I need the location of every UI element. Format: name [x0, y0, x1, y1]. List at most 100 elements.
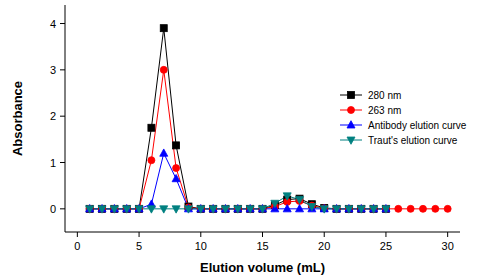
y-tick-label: 0 — [50, 203, 56, 215]
data-point — [259, 206, 267, 213]
data-point — [160, 66, 167, 73]
y-tick-label: 4 — [50, 18, 56, 30]
data-point — [382, 206, 390, 213]
legend-label: Traut's elution curve — [368, 135, 458, 146]
legend-marker — [348, 107, 355, 114]
data-point — [160, 25, 167, 32]
legend-marker — [347, 137, 355, 144]
x-tick-label: 20 — [318, 240, 330, 252]
data-point — [173, 142, 180, 149]
data-point — [197, 205, 204, 212]
data-point — [296, 197, 304, 204]
data-point — [110, 206, 118, 213]
x-tick-label: 10 — [195, 240, 207, 252]
data-point — [358, 205, 365, 212]
legend-label: 263 nm — [368, 105, 401, 116]
data-point — [172, 206, 180, 213]
plot-area — [86, 25, 451, 213]
data-point — [210, 205, 217, 212]
data-point — [247, 205, 254, 212]
legend: 280 nm 263 nm Antibody elution curve Traut'… — [340, 90, 467, 146]
data-point — [86, 206, 94, 213]
data-point — [111, 205, 118, 212]
y-tick — [60, 208, 65, 209]
data-point — [296, 197, 303, 204]
data-point — [148, 157, 155, 164]
data-point — [296, 205, 304, 212]
data-point — [111, 205, 118, 212]
data-point — [86, 205, 93, 212]
x-tick-label: 15 — [256, 240, 268, 252]
data-point — [320, 206, 328, 213]
data-point — [283, 193, 291, 200]
data-point — [382, 205, 389, 212]
data-point — [395, 205, 402, 212]
data-point — [160, 149, 168, 156]
data-point — [444, 205, 451, 212]
data-point — [184, 206, 192, 213]
data-point — [148, 124, 155, 131]
series-line — [90, 153, 386, 209]
data-point — [234, 205, 241, 212]
data-point — [370, 205, 377, 212]
y-tick-label: 2 — [50, 110, 56, 122]
data-point — [382, 205, 389, 212]
data-point — [419, 205, 426, 212]
data-point — [147, 206, 155, 213]
data-point — [135, 206, 143, 213]
data-point — [99, 205, 106, 212]
x-tick-label: 0 — [74, 240, 80, 252]
x-tick-label: 30 — [442, 240, 454, 252]
x-tick — [324, 232, 325, 237]
data-point — [221, 206, 229, 213]
y-axis — [65, 5, 66, 232]
data-point — [209, 206, 217, 213]
data-point — [123, 206, 131, 213]
data-point — [333, 205, 340, 212]
y-tick — [60, 162, 65, 163]
data-point — [173, 165, 180, 172]
data-point — [333, 206, 341, 213]
data-point — [283, 205, 291, 212]
x-tick-label: 25 — [380, 240, 392, 252]
data-point — [358, 205, 365, 212]
data-point — [234, 206, 242, 213]
legend-marker — [348, 92, 355, 99]
data-point — [123, 205, 130, 212]
x-tick — [200, 232, 201, 237]
y-axis-label: Absorbance — [10, 81, 25, 156]
legend-marker — [347, 121, 355, 128]
data-point — [333, 205, 340, 212]
data-point — [357, 206, 365, 213]
x-tick — [385, 232, 386, 237]
data-point — [345, 205, 352, 212]
x-axis-label: Elution volume (mL) — [200, 260, 325, 275]
x-tick — [77, 232, 78, 237]
data-point — [308, 204, 316, 211]
data-point — [345, 205, 352, 212]
data-point — [259, 205, 266, 212]
data-point — [345, 206, 353, 213]
data-point — [259, 205, 266, 212]
legend-label: Antibody elution curve — [368, 120, 467, 131]
y-tick — [60, 116, 65, 117]
legend-label: 280 nm — [368, 90, 401, 101]
data-point — [222, 205, 229, 212]
data-point — [370, 206, 378, 213]
series-line — [90, 28, 386, 209]
x-tick — [139, 232, 140, 237]
data-point — [197, 206, 205, 213]
y-tick — [60, 23, 65, 24]
y-tick-label: 1 — [50, 157, 56, 169]
data-point — [210, 205, 217, 212]
x-tick-label: 5 — [136, 240, 142, 252]
data-point — [234, 205, 241, 212]
data-point — [160, 206, 168, 213]
data-point — [271, 200, 279, 207]
data-point — [432, 205, 439, 212]
data-point — [247, 205, 254, 212]
data-point — [246, 206, 254, 213]
data-point — [136, 205, 143, 212]
y-tick-label: 3 — [50, 64, 56, 76]
data-point — [86, 205, 93, 212]
